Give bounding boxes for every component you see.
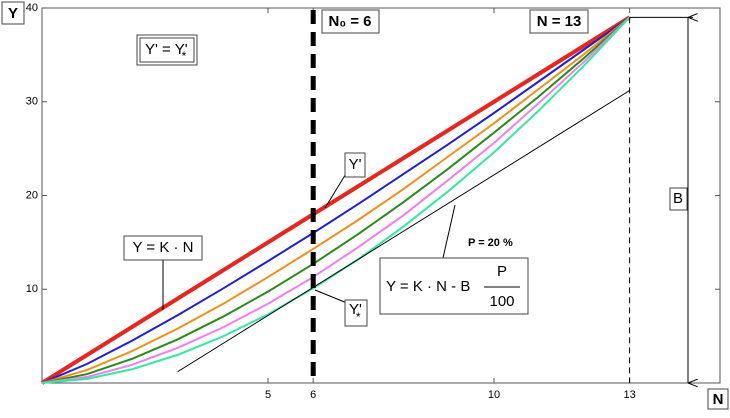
eq-text: Y' = Y'* (145, 41, 188, 63)
n-box (529, 9, 589, 34)
span-label: B (673, 190, 683, 207)
x-tick-label: 13 (623, 389, 635, 401)
leader (314, 289, 348, 304)
series-line (41, 16, 631, 384)
linear-box (123, 235, 203, 261)
fraction-den: 100 (489, 293, 514, 310)
b-box (669, 187, 688, 211)
y-prime-label: Y' (349, 156, 362, 173)
series-line (41, 16, 631, 384)
leader (324, 171, 348, 209)
x-tick-label: 6 (310, 389, 316, 401)
eq-box-inner (139, 37, 195, 63)
fraction-num: P (497, 263, 507, 280)
y-tick-label: 40 (26, 2, 38, 14)
percent-label: P = 20 % (468, 237, 513, 249)
linear-label: Y = K · N (133, 239, 194, 256)
vline-label: N = 13 (537, 13, 582, 30)
series-line (41, 16, 631, 384)
y-star-box (344, 299, 368, 327)
n0-box (321, 9, 380, 34)
y-tick-label: 30 (26, 96, 38, 108)
y-star-label: Y'* (349, 301, 362, 324)
y-axis-label: Y (8, 5, 18, 22)
leader (442, 204, 456, 259)
y-tick-label: 10 (26, 283, 38, 295)
shifted-box (379, 257, 529, 315)
shifted-label: Y = K · N - B (386, 278, 470, 295)
series-line (41, 16, 631, 384)
vline-label: N₀ = 6 (328, 13, 371, 30)
x-label-box (707, 388, 729, 410)
series-line (40, 15, 631, 385)
y-tick-label: 20 (26, 189, 38, 201)
series-line (177, 90, 630, 373)
y-prime-box (344, 152, 366, 178)
x-tick-label: 10 (488, 389, 500, 401)
x-axis-label: N (713, 391, 724, 408)
y-label-box (1, 1, 25, 25)
x-tick-label: 5 (265, 389, 271, 401)
